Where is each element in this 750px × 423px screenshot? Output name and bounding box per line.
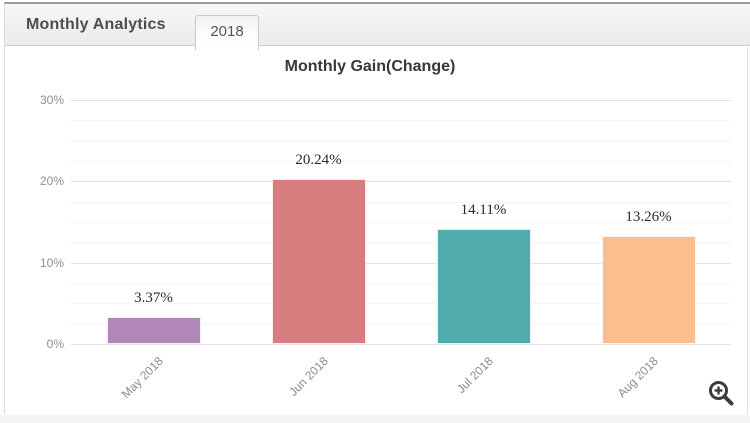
- magnifier-plus-icon: [709, 381, 734, 406]
- analytics-panel: Monthly Analytics 2018 Monthly Gain(Chan…: [4, 2, 750, 416]
- major-gridline: [71, 262, 731, 264]
- minor-gridline: [71, 283, 731, 284]
- y-axis-tick-label: 20%: [39, 174, 64, 189]
- page-background-strip: [0, 415, 750, 423]
- x-axis-tick-label: May 2018: [118, 354, 166, 402]
- minor-gridline: [71, 222, 731, 223]
- bar-value-label: 20.24%: [295, 152, 342, 169]
- zoom-in-button[interactable]: [706, 378, 736, 408]
- y-axis-tick-label: 0%: [46, 337, 64, 351]
- minor-gridline: [71, 242, 731, 244]
- minor-gridline: [71, 201, 731, 203]
- y-axis-tick-label: 30%: [39, 93, 64, 107]
- x-axis-tick-label: Jul 2018: [453, 354, 496, 396]
- x-axis-tick-label: Jun 2018: [285, 354, 331, 399]
- tab-2018[interactable]: 2018: [195, 15, 259, 50]
- chart-right-border: [747, 47, 748, 416]
- bar-value-label: 13.26%: [625, 209, 672, 226]
- major-gridline: [71, 181, 731, 183]
- minor-gridline: [71, 323, 731, 325]
- bar-value-label: 3.37%: [134, 289, 173, 306]
- y-axis-tick-label: 10%: [39, 255, 64, 270]
- major-gridline: [71, 344, 731, 345]
- panel-title: Monthly Analytics: [26, 16, 166, 33]
- minor-gridline: [71, 303, 731, 305]
- bar-value-label: 14.11%: [460, 202, 507, 219]
- bar-may-2018[interactable]: [106, 316, 201, 344]
- minor-gridline: [71, 140, 731, 142]
- bar-aug-2018[interactable]: [601, 236, 696, 344]
- bar-jul-2018[interactable]: [436, 229, 531, 344]
- bar-jun-2018[interactable]: [271, 179, 366, 344]
- major-gridline: [71, 100, 731, 101]
- chart-title: Monthly Gain(Change): [284, 58, 456, 75]
- minor-gridline: [71, 161, 731, 162]
- bar-chart-canvas: Monthly Gain(Change) 0% 10% 20% 30% 3.37% May…: [5, 47, 750, 416]
- x-axis-tick-label: Aug 2018: [614, 354, 661, 401]
- panel-header: Monthly Analytics: [5, 4, 750, 46]
- minor-gridline: [71, 120, 731, 122]
